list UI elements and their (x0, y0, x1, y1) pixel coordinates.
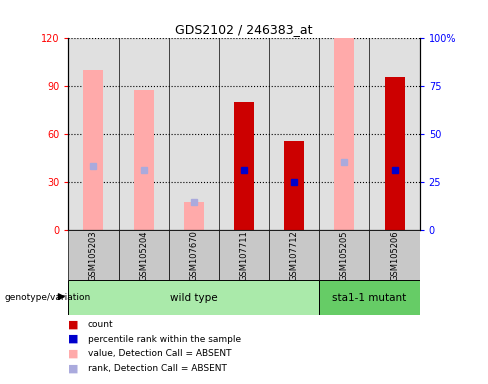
Text: value, Detection Call = ABSENT: value, Detection Call = ABSENT (88, 349, 231, 358)
Bar (385, 77, 405, 230)
Bar (334, 38, 354, 230)
Text: genotype/variation: genotype/variation (5, 293, 91, 302)
Bar (68, 230, 119, 280)
Text: GSM107670: GSM107670 (189, 230, 198, 281)
Bar (219, 230, 269, 280)
Bar (119, 230, 169, 280)
Text: ■: ■ (68, 349, 79, 359)
Text: ■: ■ (68, 334, 79, 344)
Text: GSM105204: GSM105204 (139, 230, 148, 281)
Bar (269, 230, 319, 280)
Text: GSM105205: GSM105205 (340, 230, 349, 281)
Bar (234, 170, 254, 230)
Text: sta1-1 mutant: sta1-1 mutant (332, 293, 407, 303)
Text: GSM105206: GSM105206 (390, 230, 399, 281)
Bar (169, 230, 219, 280)
Text: percentile rank within the sample: percentile rank within the sample (88, 334, 241, 344)
Bar (319, 230, 369, 280)
Text: ■: ■ (68, 319, 79, 329)
Text: GSM105203: GSM105203 (89, 230, 98, 281)
Text: rank, Detection Call = ABSENT: rank, Detection Call = ABSENT (88, 364, 227, 373)
Bar (68, 280, 319, 315)
Bar (319, 280, 420, 315)
Bar (369, 230, 420, 280)
Bar (234, 103, 254, 230)
Text: count: count (88, 320, 114, 329)
Bar (184, 202, 204, 230)
Text: wild type: wild type (170, 293, 218, 303)
Bar (284, 141, 304, 230)
Title: GDS2102 / 246383_at: GDS2102 / 246383_at (175, 23, 313, 36)
Text: GSM107711: GSM107711 (240, 230, 248, 281)
Bar (83, 70, 103, 230)
Text: GSM107712: GSM107712 (290, 230, 299, 281)
Bar (134, 89, 154, 230)
Text: ■: ■ (68, 363, 79, 373)
